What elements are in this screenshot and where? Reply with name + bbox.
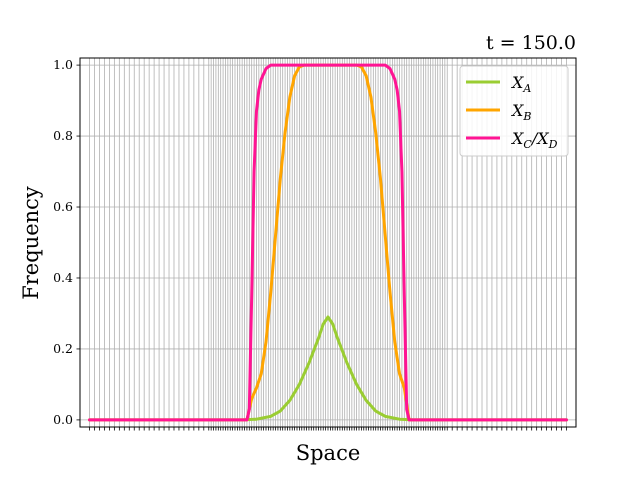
y-tick-label: 1.0 bbox=[53, 57, 73, 72]
series-lines bbox=[88, 63, 568, 422]
chart-title: t = 150.0 bbox=[486, 32, 576, 54]
y-tick-label: 0.6 bbox=[53, 199, 73, 214]
series-line bbox=[88, 315, 568, 422]
legend-box bbox=[459, 65, 569, 157]
vertical-grid-lines bbox=[89, 58, 567, 427]
y-tick-label: 0.0 bbox=[53, 412, 73, 427]
x-axis-label: Space bbox=[296, 441, 361, 465]
legend-items: XA XB XC/XD bbox=[466, 73, 558, 151]
legend-label: XC/XD bbox=[510, 129, 558, 151]
y-ticks: 0.0 0.2 0.4 0.6 0.8 1.0 bbox=[53, 57, 80, 427]
y-tick-label: 0.2 bbox=[53, 341, 73, 356]
legend-label: XA bbox=[510, 73, 531, 95]
y-tick-label: 0.8 bbox=[53, 128, 73, 143]
y-axis-label: Frequency bbox=[19, 186, 43, 300]
y-tick-label: 0.4 bbox=[53, 270, 73, 285]
legend: XA XB XC/XD bbox=[459, 65, 569, 157]
legend-label: XB bbox=[510, 101, 531, 123]
series-line bbox=[88, 63, 568, 422]
x-ticks bbox=[89, 427, 567, 431]
